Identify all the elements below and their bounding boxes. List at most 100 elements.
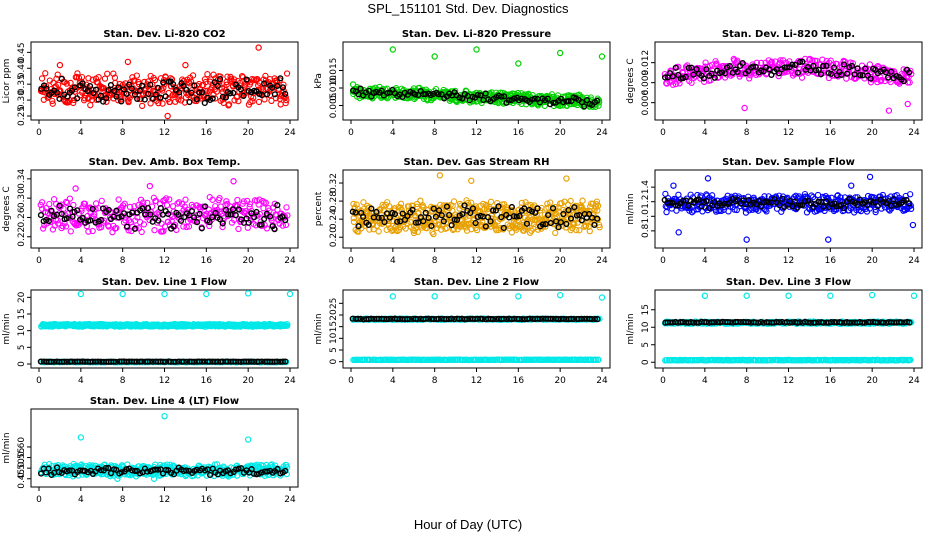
y-tick-label: 0.20 [329,227,339,247]
panel-title: Stan. Dev. Li-820 Pressure [402,29,552,40]
mean-point [386,315,393,323]
mean-point [196,210,203,218]
stddev-point [63,198,70,206]
x-tick-label: 20 [554,256,566,266]
mean-point [160,79,167,86]
y-tick-label: 0.26 [17,207,27,227]
data-points [37,44,291,120]
stddev-point [593,198,601,205]
data-points [661,291,918,364]
y-tick-label: 20 [329,309,339,321]
mean-point [479,315,486,323]
mean-point [508,203,515,211]
mean-point [500,315,507,322]
x-tick-label: 8 [432,128,438,138]
mean-point [263,91,271,98]
mean-point [399,210,406,217]
stddev-point [205,206,212,213]
y-axis-label: degrees C [2,186,12,231]
outlier-point [825,236,832,243]
stddev-point [792,192,799,199]
stddev-point [209,196,216,203]
mean-point [536,315,544,323]
mean-point [892,201,900,208]
y-axis-label: ml/min [2,313,12,344]
mean-point [409,206,416,213]
stddev-point [734,57,741,64]
mean-point [209,95,216,102]
mean-point [516,212,523,220]
mean-point [245,219,252,226]
mean-point [448,222,455,229]
mean-point [225,211,232,218]
stddev-point [375,228,382,235]
mean-point [219,220,226,227]
stddev-point [202,87,209,95]
mean-point [414,315,421,323]
mean-point [578,217,585,224]
stddev-point [763,208,770,215]
stddev-point [709,192,716,199]
mean-point [791,198,798,205]
mean-point [591,221,598,229]
stddev-point [250,94,257,102]
mean-point [555,224,562,231]
x-tick-label: 16 [825,128,837,138]
stddev-point [595,356,602,363]
y-tick-label: 15 [329,321,339,332]
mean-point [365,87,373,94]
x-tick-label: 12 [783,128,794,138]
mean-point [695,196,702,203]
mean-point [412,219,419,226]
mean-point [89,205,96,213]
stddev-point [360,199,367,206]
mean-point [92,358,99,365]
stddev-point [159,100,166,107]
stddev-point [687,68,694,75]
stddev-point [791,70,799,78]
mean-point [277,75,284,82]
stddev-point [688,79,695,86]
mean-point [113,207,120,214]
mean-point [430,205,437,212]
mean-point [461,202,468,209]
figure-title: SPL_151101 Std. Dev. Diagnostics [367,1,569,16]
stddev-point [518,204,525,211]
mean-point [448,315,455,322]
stddev-point [162,195,170,202]
mean-point [355,223,362,230]
y-tick-label: 1.4 [641,180,651,195]
x-tick-label: 16 [201,256,213,266]
y-tick-label: 25 [329,298,339,309]
stddev-point [169,92,176,99]
stddev-point [755,207,762,214]
outlier-point [468,177,475,184]
x-tick-label: 16 [825,376,837,386]
stddev-point [66,195,74,202]
stddev-point [38,75,46,82]
stddev-point [49,97,56,105]
stddev-point [386,203,393,210]
mean-point [779,195,786,202]
mean-point [890,196,897,203]
stddev-point [92,200,100,207]
stddev-point [235,98,242,105]
y-tick-label: 10 [17,325,27,337]
mean-point [92,86,100,93]
mean-point [874,202,881,210]
mean-point [243,76,250,83]
mean-point [134,95,141,103]
mean-point [565,207,572,214]
mean-point [900,78,907,85]
outlier-point [515,60,522,67]
stddev-point [208,84,215,91]
stddev-point [733,206,740,214]
stddev-point [139,102,146,110]
mean-point [867,75,874,82]
mean-point [893,72,900,80]
stddev-point [55,220,62,227]
stddev-point [147,100,154,107]
y-axis-label: degrees C [626,58,636,103]
stddev-point [38,199,46,206]
mean-point [58,75,65,82]
